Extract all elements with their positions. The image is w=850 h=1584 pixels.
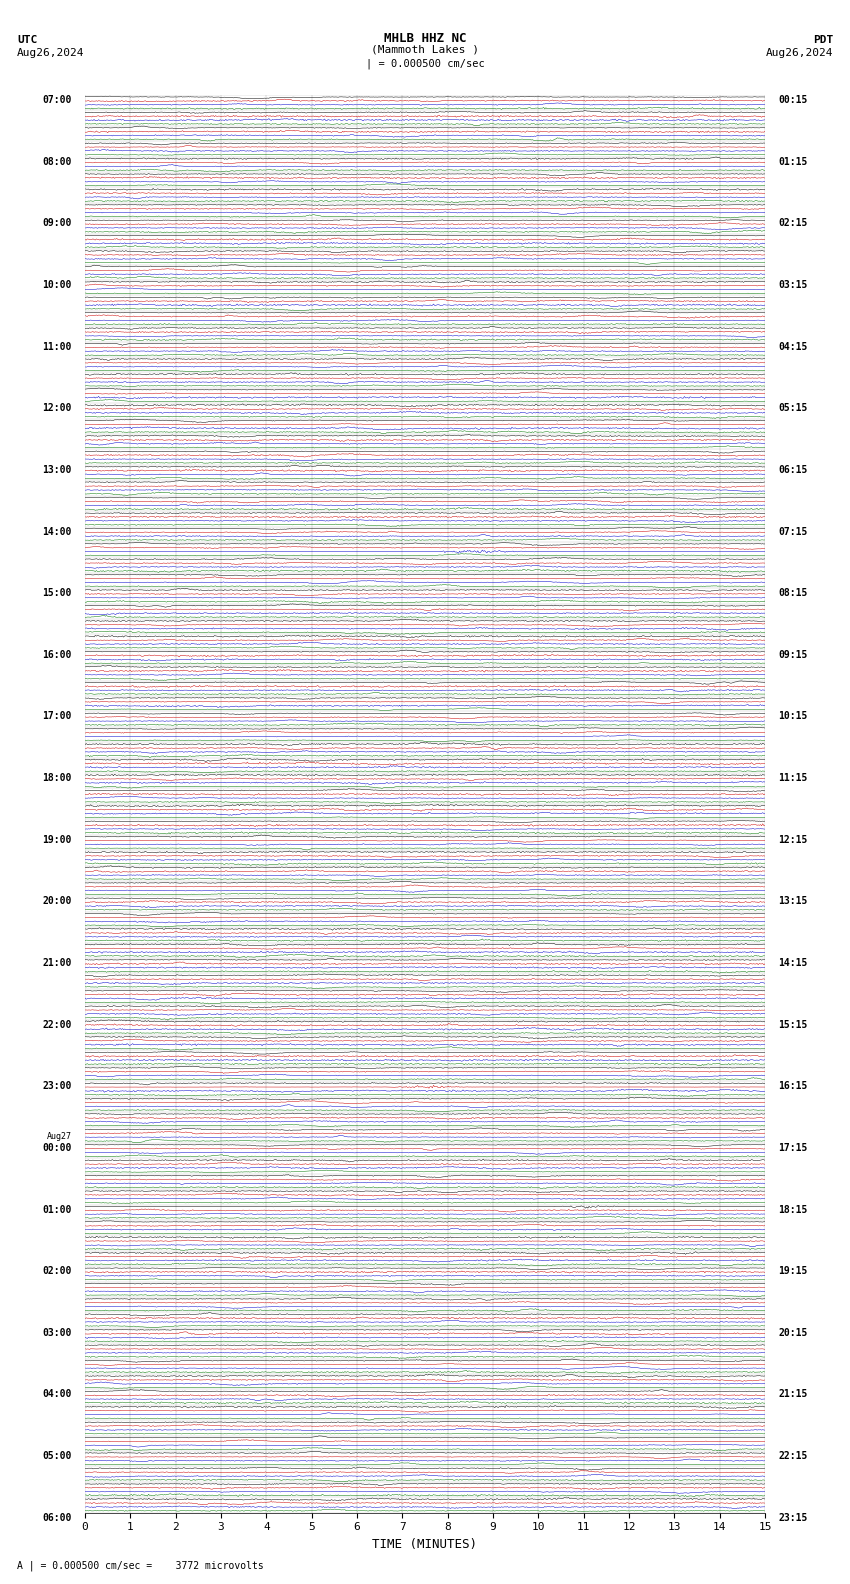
Text: 11:00: 11:00 [42,342,71,352]
Text: 03:15: 03:15 [779,280,808,290]
Text: 12:15: 12:15 [779,835,808,844]
Text: 00:00: 00:00 [42,1144,71,1153]
Text: 10:15: 10:15 [779,711,808,721]
Text: 17:15: 17:15 [779,1144,808,1153]
Text: UTC: UTC [17,35,37,44]
Text: 22:15: 22:15 [779,1451,808,1460]
Text: 12:00: 12:00 [42,404,71,413]
Text: 05:00: 05:00 [42,1451,71,1460]
Text: 07:15: 07:15 [779,526,808,537]
Text: 18:15: 18:15 [779,1204,808,1215]
Text: 06:15: 06:15 [779,464,808,475]
Text: 06:00: 06:00 [42,1513,71,1522]
Text: 09:15: 09:15 [779,649,808,661]
Text: 05:15: 05:15 [779,404,808,413]
Text: 17:00: 17:00 [42,711,71,721]
Text: 16:00: 16:00 [42,649,71,661]
Text: 08:00: 08:00 [42,157,71,166]
Text: 04:00: 04:00 [42,1389,71,1399]
Text: 14:00: 14:00 [42,526,71,537]
Text: 21:00: 21:00 [42,958,71,968]
Text: 16:15: 16:15 [779,1082,808,1091]
Text: 15:15: 15:15 [779,1020,808,1030]
Text: 08:15: 08:15 [779,588,808,599]
Text: 10:00: 10:00 [42,280,71,290]
Text: 13:00: 13:00 [42,464,71,475]
Text: MHLB HHZ NC: MHLB HHZ NC [383,32,467,44]
Text: 18:00: 18:00 [42,773,71,782]
Text: 01:00: 01:00 [42,1204,71,1215]
Text: 02:15: 02:15 [779,219,808,228]
Text: 02:00: 02:00 [42,1266,71,1277]
Text: (Mammoth Lakes ): (Mammoth Lakes ) [371,44,479,54]
X-axis label: TIME (MINUTES): TIME (MINUTES) [372,1538,478,1551]
Text: 09:00: 09:00 [42,219,71,228]
Text: Aug26,2024: Aug26,2024 [766,48,833,57]
Text: 14:15: 14:15 [779,958,808,968]
Text: 15:00: 15:00 [42,588,71,599]
Text: | = 0.000500 cm/sec: | = 0.000500 cm/sec [366,59,484,70]
Text: 23:15: 23:15 [779,1513,808,1522]
Text: 19:00: 19:00 [42,835,71,844]
Text: 22:00: 22:00 [42,1020,71,1030]
Text: 04:15: 04:15 [779,342,808,352]
Text: 20:15: 20:15 [779,1327,808,1338]
Text: Aug26,2024: Aug26,2024 [17,48,84,57]
Text: 01:15: 01:15 [779,157,808,166]
Text: 13:15: 13:15 [779,897,808,906]
Text: 07:00: 07:00 [42,95,71,105]
Text: 19:15: 19:15 [779,1266,808,1277]
Text: 11:15: 11:15 [779,773,808,782]
Text: 23:00: 23:00 [42,1082,71,1091]
Text: 21:15: 21:15 [779,1389,808,1399]
Text: 03:00: 03:00 [42,1327,71,1338]
Text: 20:00: 20:00 [42,897,71,906]
Text: 00:15: 00:15 [779,95,808,105]
Text: A | = 0.000500 cm/sec =    3772 microvolts: A | = 0.000500 cm/sec = 3772 microvolts [17,1560,264,1571]
Text: Aug27: Aug27 [47,1131,71,1140]
Text: PDT: PDT [813,35,833,44]
